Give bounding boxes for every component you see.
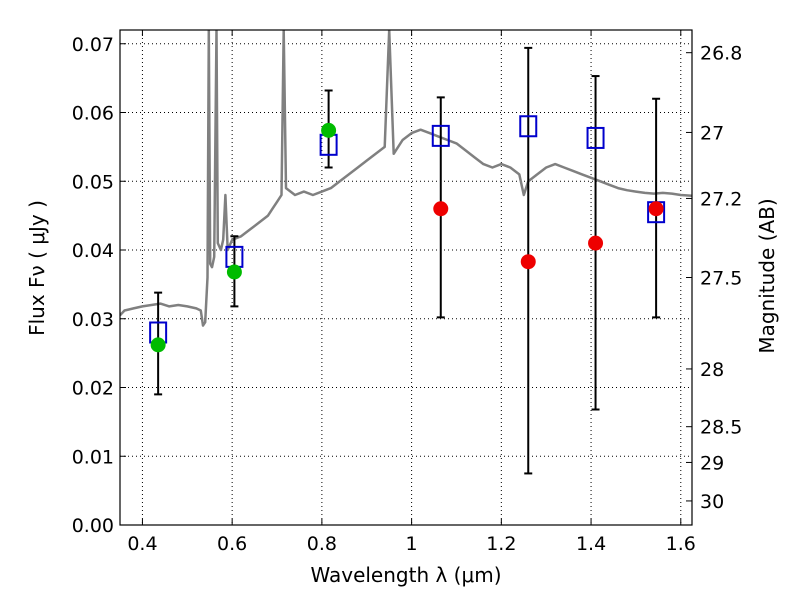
x-tick-label: 1.6 <box>666 533 696 555</box>
y-tick-label: 0.02 <box>72 378 114 400</box>
axis-ticks: 0.4 0.6 0.8 1 1.2 1.4 1.6 0.00 0.01 0.02 0.03 0.04 0… <box>72 30 742 555</box>
plot-area <box>120 30 692 475</box>
detection-point <box>321 122 337 138</box>
y-tick-label: 0.01 <box>72 446 114 468</box>
magnitude-tick-label: 30 <box>700 491 724 513</box>
magnitude-tick-label: 28 <box>700 359 724 381</box>
y-tick-label: 0.03 <box>72 309 114 331</box>
y-tick-label: 0.04 <box>72 240 114 262</box>
non-detection-point <box>588 235 604 251</box>
x-tick-label: 0.6 <box>217 533 247 555</box>
magnitude-tick-label: 29 <box>700 452 724 474</box>
x-tick-label: 1.4 <box>576 533 606 555</box>
magnitude-tick-label: 27.2 <box>700 188 742 210</box>
model-photometry-square <box>586 126 605 149</box>
non-detection-point <box>433 201 449 217</box>
magnitude-tick-label: 27 <box>700 122 724 144</box>
detection-point <box>150 337 166 353</box>
model-spectrum-line <box>120 30 692 327</box>
y-tick-label: 0.06 <box>72 103 114 125</box>
detection-point <box>226 264 242 280</box>
non-detection-point <box>520 254 536 270</box>
x-tick-label: 0.4 <box>127 533 157 555</box>
y-axis-label-right: Magnitude (AB) <box>755 198 779 353</box>
y-axis-label-left: Flux Fν ( μJy ) <box>25 200 49 336</box>
y-tick-label: 0.00 <box>72 515 114 537</box>
magnitude-tick-label: 27.5 <box>700 268 742 290</box>
y-tick-label: 0.05 <box>72 171 114 193</box>
x-tick-label: 1 <box>406 533 418 555</box>
magnitude-tick-label: 28.5 <box>700 417 742 439</box>
y-tick-label: 0.07 <box>72 34 114 56</box>
model-photometry-square <box>519 115 538 138</box>
x-axis-label: Wavelength λ (μm) <box>310 563 501 587</box>
model-photometry-square <box>431 124 450 147</box>
x-tick-label: 1.2 <box>486 533 516 555</box>
non-detection-point <box>648 201 664 217</box>
x-tick-label: 0.8 <box>307 533 337 555</box>
magnitude-tick-label: 26.8 <box>700 43 742 65</box>
